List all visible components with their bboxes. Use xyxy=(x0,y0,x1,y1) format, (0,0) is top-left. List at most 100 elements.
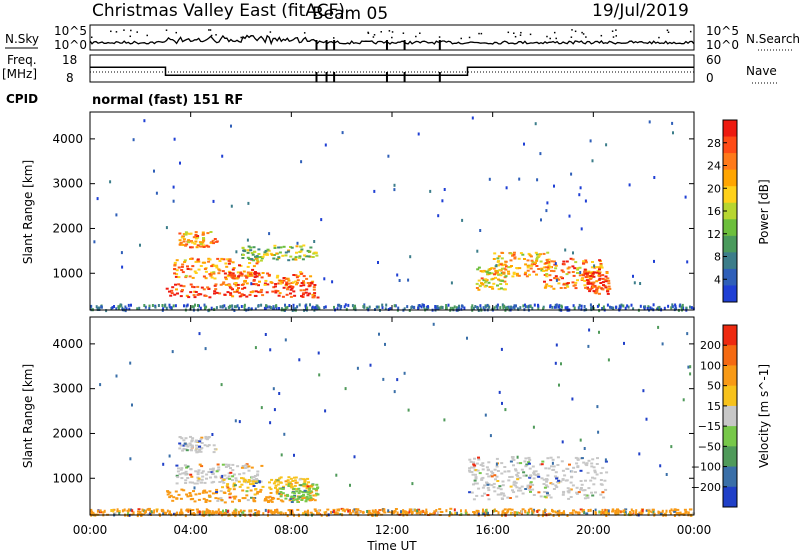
scatter-cell xyxy=(481,462,485,465)
scatter-cell xyxy=(232,485,236,488)
scatter-cell xyxy=(479,463,483,466)
near-range-cell xyxy=(201,510,204,514)
scatter-cell xyxy=(212,271,216,274)
scatter-cell xyxy=(185,444,188,447)
scatter-cell xyxy=(597,285,601,288)
y-tick-label: 2000 xyxy=(52,426,83,440)
near-range-cell xyxy=(223,304,226,308)
near-range-cell xyxy=(680,306,683,310)
scatter-cell xyxy=(576,458,580,461)
scatter-cell xyxy=(199,481,203,484)
scatter-cell xyxy=(215,470,219,473)
near-range-cell xyxy=(609,305,611,309)
near-range-cell xyxy=(248,509,251,513)
scatter-cell xyxy=(512,464,515,467)
scatter-cell xyxy=(188,275,192,278)
scatter-cell xyxy=(265,499,269,502)
scatter-cell xyxy=(202,275,206,278)
scatter-cell xyxy=(217,466,221,469)
scatter-cell xyxy=(177,276,181,279)
scatter-cell xyxy=(500,472,504,475)
scatter-cell xyxy=(256,470,260,473)
scatter-cell xyxy=(528,476,532,479)
scatter-cell xyxy=(587,487,591,490)
colorbar-tick-label: 4 xyxy=(714,273,721,286)
scatter-cell xyxy=(246,271,250,274)
scatter-cell xyxy=(277,279,281,282)
near-range-cell xyxy=(306,510,309,514)
scatter-cell xyxy=(207,471,211,473)
scatter-cell xyxy=(480,494,484,497)
near-range-cell xyxy=(497,511,500,515)
scatter-cell xyxy=(200,471,204,474)
scatter-cell xyxy=(218,260,222,262)
scatter-cell xyxy=(168,496,172,499)
scatter-cell xyxy=(579,508,583,511)
scatter-cell xyxy=(494,510,498,512)
scatter-cell xyxy=(234,284,238,287)
scatter-cell xyxy=(175,482,179,485)
noise-traces xyxy=(89,29,695,50)
scatter-cell xyxy=(204,435,208,438)
near-range-cell xyxy=(257,511,260,515)
x-tick-label: 16:00 xyxy=(475,523,510,537)
y-tick-label: 4000 xyxy=(52,337,83,351)
scatter-cell xyxy=(173,293,177,296)
isolated-echo xyxy=(143,119,146,123)
power-ylabel: Slant Range [km] xyxy=(21,160,35,264)
near-range-cell xyxy=(110,307,113,310)
scatter-cell xyxy=(598,259,602,262)
scatter-cell xyxy=(378,509,382,512)
scatter-cell xyxy=(166,490,170,493)
colorbar-swatch xyxy=(723,466,737,488)
near-range-cell xyxy=(225,509,227,512)
scatter-cell xyxy=(247,469,251,472)
near-range-cell xyxy=(425,307,428,311)
scatter-cell xyxy=(316,296,320,299)
scatter-cell xyxy=(223,474,227,477)
near-range-cell xyxy=(603,512,606,516)
scatter-cell xyxy=(598,277,602,280)
scatter-cell xyxy=(367,509,371,512)
near-range-cell xyxy=(617,509,620,513)
scatter-cell xyxy=(192,294,196,297)
colorbar-swatch xyxy=(723,268,737,286)
noise-search-point xyxy=(581,31,583,34)
scatter-cell xyxy=(586,471,590,474)
scatter-cell xyxy=(295,488,299,491)
scatter-cell xyxy=(214,497,218,500)
scatter-cell xyxy=(519,252,523,255)
scatter-cell xyxy=(195,447,199,450)
isolated-echo xyxy=(384,342,386,346)
scatter-cell xyxy=(518,512,522,514)
scatter-cell xyxy=(293,294,297,297)
near-range-cell xyxy=(577,306,580,310)
isolated-echo xyxy=(589,139,592,143)
scatter-cell xyxy=(599,472,603,475)
isolated-echo xyxy=(120,251,123,255)
scatter-cell xyxy=(515,272,519,275)
scatter-cell xyxy=(487,475,491,478)
scatter-cell xyxy=(197,477,201,480)
scatter-cell xyxy=(507,266,511,269)
near-range-cell xyxy=(377,510,380,514)
isolated-echo xyxy=(264,333,267,336)
scatter-cell xyxy=(224,463,228,466)
near-range-cell xyxy=(210,512,213,516)
scatter-cell xyxy=(183,442,187,445)
scatter-cell xyxy=(272,257,276,260)
scatter-cell xyxy=(210,271,214,274)
scatter-cell xyxy=(284,251,288,254)
scatter-cell xyxy=(256,490,260,493)
scatter-cell xyxy=(305,487,309,490)
scatter-cell xyxy=(541,460,545,463)
scatter-cell xyxy=(240,483,244,486)
near-range-cell xyxy=(657,307,659,311)
noise-search-point xyxy=(415,35,417,38)
near-range-cell xyxy=(264,307,267,311)
scatter-cell xyxy=(258,280,261,283)
scatter-cell xyxy=(224,262,228,265)
scatter-cell xyxy=(274,486,277,489)
near-range-cell xyxy=(203,303,206,307)
